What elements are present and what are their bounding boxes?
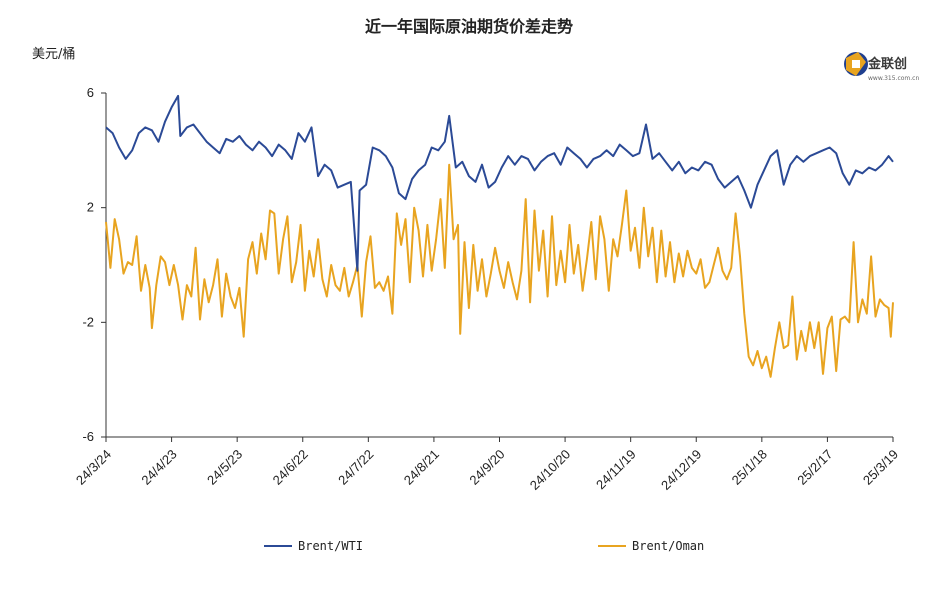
x-tick-label: 25/2/17 bbox=[794, 447, 835, 488]
brand-logo-mark bbox=[844, 52, 868, 76]
x-tick-label: 24/3/24 bbox=[73, 447, 114, 488]
x-tick-labels: 24/3/24 24/4/23 24/5/23 24/6/22 24/7/22 24/8/… bbox=[73, 447, 901, 493]
series-line-brent-oman bbox=[105, 163, 894, 378]
series-lines bbox=[105, 94, 894, 378]
legend-label-brent-oman: Brent/Oman bbox=[632, 539, 704, 553]
x-tick-label: 24/5/23 bbox=[204, 447, 245, 488]
x-tick-label: 24/11/19 bbox=[593, 447, 639, 493]
x-tick-label: 24/6/22 bbox=[270, 447, 311, 488]
x-tick-label: 24/9/20 bbox=[466, 447, 507, 488]
y-tick-labels: 6 2 -2 -6 bbox=[82, 85, 94, 444]
y-tick-label: 6 bbox=[87, 85, 94, 100]
brand-logo-url: www.315.com.cn bbox=[868, 75, 919, 82]
legend: Brent/WTI Brent/Oman bbox=[264, 539, 704, 553]
x-tick-label: 24/12/19 bbox=[658, 447, 704, 493]
y-axis-unit-label: 美元/桶 bbox=[32, 47, 75, 62]
x-tick-label: 25/3/19 bbox=[860, 447, 901, 488]
x-tick-label: 24/8/21 bbox=[401, 447, 442, 488]
y-tick-label: -2 bbox=[82, 314, 94, 329]
x-tick-label: 24/10/20 bbox=[527, 447, 573, 493]
x-tick-label: 24/4/23 bbox=[138, 447, 179, 488]
brand-logo-text: 金联创 bbox=[867, 56, 907, 72]
chart-title: 近一年国际原油期货价差走势 bbox=[365, 17, 573, 36]
brand-logo: 金联创 www.315.com.cn bbox=[844, 52, 919, 82]
x-tick-label: 25/1/18 bbox=[729, 447, 770, 488]
y-tick-label: 2 bbox=[87, 200, 94, 215]
axes bbox=[101, 92, 894, 442]
series-line-brent-wti bbox=[105, 94, 894, 272]
x-tick-label: 24/7/22 bbox=[335, 447, 376, 488]
y-tick-label: -6 bbox=[82, 429, 94, 444]
legend-label-brent-wti: Brent/WTI bbox=[298, 539, 363, 553]
